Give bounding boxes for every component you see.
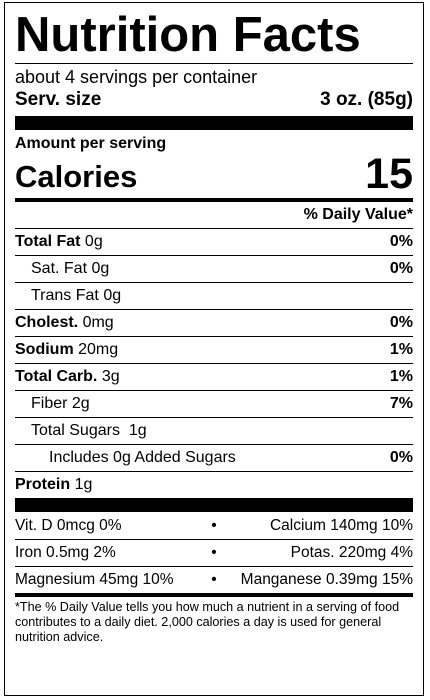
nutrient-amount: 3g [97,368,120,385]
serving-size-row: Serv. size 3 oz. (85g) [15,88,413,112]
nutrient-pct: 0% [389,449,413,466]
amount-per-serving: Amount per serving [15,135,167,152]
nutrient-name: Total Carb. [15,368,98,385]
nutrient-row-sodium: Sodium 20mg 1% [15,336,413,363]
medium-divider [15,593,413,597]
nutrient-name: Protein [15,476,71,493]
vitamin-row: Vit. D 0mcg 0% • Calcium 140mg 10% [15,512,413,539]
nutrient-row-sat-fat: Sat. Fat 0g 0% [15,255,413,282]
divider [15,63,413,64]
thick-divider [15,116,413,130]
calories-row: Calories 15 [15,150,413,198]
nutrient-pct: 0% [389,233,413,250]
nutrient-row-added-sugars: Includes 0g Added Sugars 0% [15,444,413,471]
nutrient-row-total-fat: Total Fat 0g 0% [15,228,413,255]
bullet-separator: • [211,516,217,534]
nutrient-name: Sat. Fat 0g [31,260,110,277]
nutrient-row-trans-fat: Trans Fat 0g [15,282,413,309]
bullet-separator: • [211,544,217,561]
nutrient-row-cholest: Cholest. 0mg 0% [15,309,413,336]
nutrient-amount: 0g [80,233,103,250]
nutrient-name: Total Fat [15,233,81,250]
nutrient-pct: 0% [389,314,413,331]
nutrient-name: Includes 0g Added Sugars [49,449,236,466]
nutrient-row-fiber: Fiber 2g 7% [15,390,413,417]
vitamin-row: Magnesium 45mg 10% • Manganese 0.39mg 15… [15,566,413,593]
bullet-separator: • [211,571,217,588]
nutrient-pct: 0% [389,260,413,277]
calories-value: 15 [365,150,413,198]
medium-divider [15,198,413,202]
nutrient-amount: 20mg [73,341,119,358]
nutrition-facts-label: Nutrition Facts about 4 servings per con… [4,2,424,696]
footnote: *The % Daily Value tells you how much a … [15,600,400,644]
nutrient-pct: 7% [389,395,413,412]
nutrient-row-protein: Protein 1g [15,471,413,498]
daily-value-header: % Daily Value* [303,206,413,223]
nutrient-name: Fiber 2g [31,395,90,412]
nutrient-name: Cholest. [15,314,79,331]
nutrient-row-total-sugars: Total Sugars 1g [15,417,413,444]
vitamin-left: Iron 0.5mg 2% [15,544,116,561]
vitamin-left: Vit. D 0mcg 0% [15,516,122,534]
nutrient-pct: 1% [389,341,413,358]
vitamin-right: Calcium 140mg 10% [269,516,413,534]
servings-per-container: about 4 servings per container [15,67,258,87]
vitamin-right: Manganese 0.39mg 15% [240,571,413,588]
label-title: Nutrition Facts [15,8,361,62]
vitamin-right: Potas. 220mg 4% [290,544,413,561]
serving-size-label: Serv. size [15,89,102,110]
nutrient-name: Sodium [15,341,74,358]
vitamin-row: Iron 0.5mg 2% • Potas. 220mg 4% [15,539,413,566]
thick-divider [15,498,413,512]
serving-size-value: 3 oz. (85g) [320,89,413,110]
calories-label: Calories [15,159,138,194]
nutrient-amount: 0mg [78,314,114,331]
nutrient-name: Trans Fat 0g [31,287,122,304]
vitamin-left: Magnesium 45mg 10% [15,571,174,588]
nutrient-amount: 1g [70,476,93,493]
nutrient-name: Total Sugars 1g [31,422,147,439]
nutrient-pct: 1% [389,368,413,385]
nutrient-row-total-carb: Total Carb. 3g 1% [15,363,413,390]
